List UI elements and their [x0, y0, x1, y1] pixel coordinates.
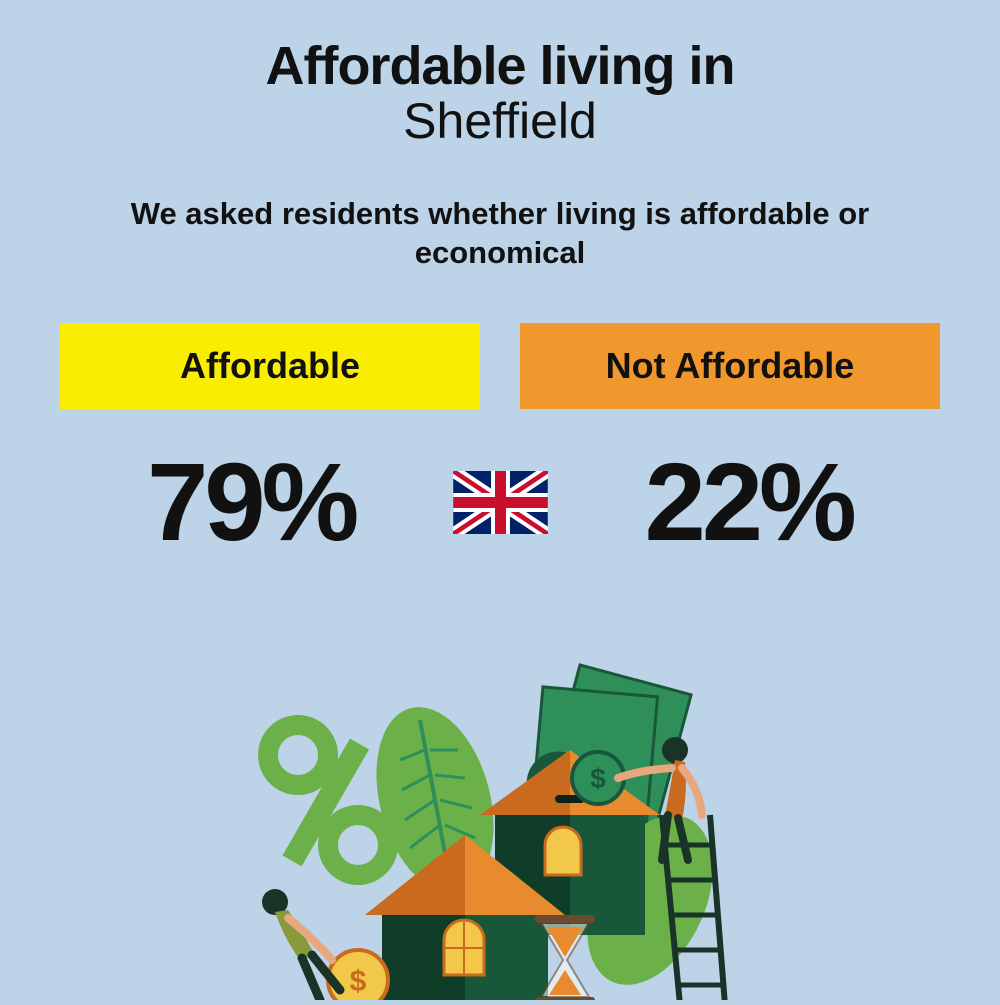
svg-text:$: $ [350, 965, 367, 998]
option-label-not-affordable: Not Affordable [520, 323, 940, 409]
title-line2: Sheffield [60, 92, 940, 150]
subtitle: We asked residents whether living is aff… [60, 195, 940, 273]
percent-affordable: 79% [60, 439, 443, 566]
savings-house-illustration: $ $ [220, 660, 780, 1000]
svg-text:$: $ [590, 763, 606, 794]
option-label-affordable: Affordable [60, 323, 480, 409]
percent-symbol-icon [268, 725, 388, 875]
percent-not-affordable: 22% [558, 439, 941, 566]
person-pushing-coin-icon: $ [262, 889, 388, 1000]
options-labels-row: Affordable Not Affordable [60, 323, 940, 409]
title-line1: Affordable living in [60, 35, 940, 97]
percents-row: 79% 22% [60, 439, 940, 566]
uk-flag-icon [453, 471, 548, 534]
